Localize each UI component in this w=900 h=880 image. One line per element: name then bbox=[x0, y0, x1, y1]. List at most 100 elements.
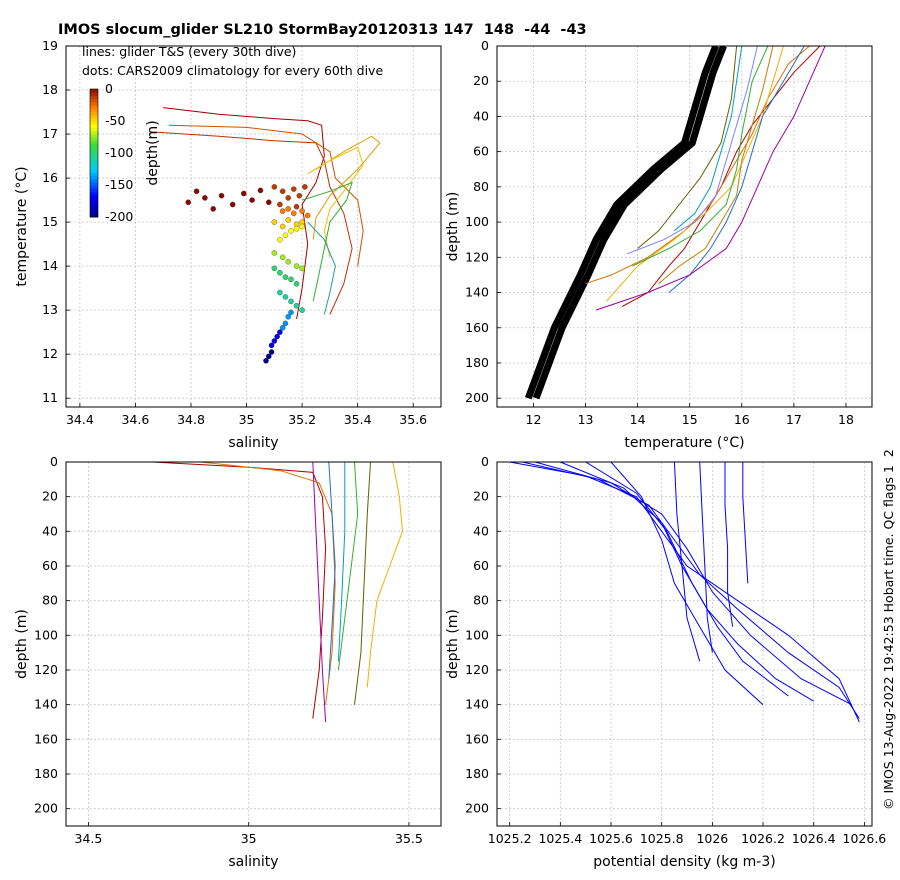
y-axis-label: depth (m) bbox=[445, 609, 461, 679]
temperature-profile bbox=[668, 46, 805, 293]
y-tick-label: 180 bbox=[34, 766, 58, 781]
colorbar-segment bbox=[90, 159, 98, 164]
colorbar-segment bbox=[90, 191, 98, 196]
colorbar-segment bbox=[90, 121, 98, 125]
y-tick-label: 17 bbox=[42, 126, 58, 141]
colorbar-tick-label: 0 bbox=[105, 81, 113, 96]
climatology-dot bbox=[293, 203, 300, 210]
climatology-dot bbox=[271, 265, 278, 272]
panel-4: 1025.2 1025.4 1025.6 1025.8 1026 1026.2 1026.4… bbox=[445, 454, 886, 870]
y-axis-label: temperature (°C) bbox=[14, 166, 30, 286]
plot-area bbox=[152, 462, 404, 723]
panel-1: 34.4 34.6 34.8 35 35.2 35.4 35.6 11 12 13 14 15 16 17… bbox=[14, 38, 442, 451]
x-tick-label: 1025.6 bbox=[589, 831, 633, 846]
colorbar-segment bbox=[90, 133, 98, 138]
colorbar-segment bbox=[90, 175, 98, 180]
y-tick-label: 180 bbox=[465, 355, 489, 370]
climatology-dot bbox=[277, 236, 283, 243]
y-tick-label: 20 bbox=[473, 73, 489, 88]
x-tick-label: 1026 bbox=[696, 831, 728, 846]
climatology-dot bbox=[291, 210, 297, 217]
climatology-dot bbox=[279, 188, 286, 195]
salinity-profile bbox=[328, 462, 336, 679]
colorbar-segment bbox=[90, 181, 98, 186]
plot-area bbox=[525, 46, 826, 400]
climatology-dot bbox=[302, 184, 308, 190]
climatology-dot bbox=[279, 254, 286, 261]
y-tick-label: 140 bbox=[465, 697, 489, 712]
climatology-dot bbox=[288, 276, 294, 283]
colorbar-segment bbox=[90, 204, 98, 208]
climatology-dot bbox=[299, 265, 305, 272]
climatology-dot bbox=[271, 219, 278, 225]
climatology-dot bbox=[279, 223, 286, 230]
colorbar-tick-label: -50 bbox=[105, 113, 125, 128]
climatology-dot bbox=[268, 349, 275, 355]
climatology-dot bbox=[282, 274, 289, 280]
climatology-dot bbox=[268, 342, 275, 349]
colorbar-segment bbox=[90, 101, 98, 106]
y-tick-label: 160 bbox=[34, 731, 58, 746]
temperature-profile bbox=[637, 46, 738, 249]
colorbar-segment bbox=[90, 207, 98, 212]
climatology-dot bbox=[271, 338, 278, 344]
colorbar-segment bbox=[90, 130, 98, 135]
climatology-dot bbox=[293, 302, 300, 309]
y-tick-label: 14 bbox=[42, 258, 58, 273]
climatology-dot bbox=[263, 358, 269, 364]
climatology-dot bbox=[271, 184, 278, 190]
y-tick-label: 20 bbox=[473, 489, 489, 504]
colorbar-segment bbox=[90, 162, 98, 167]
density-profile bbox=[699, 462, 713, 653]
colorbar-segment bbox=[90, 143, 98, 148]
x-tick-label: 34.6 bbox=[122, 412, 150, 427]
axes-frame bbox=[65, 461, 442, 827]
x-tick-label: 12 bbox=[526, 412, 542, 427]
y-tick-label: 80 bbox=[473, 593, 489, 608]
y-tick-label: 140 bbox=[34, 697, 58, 712]
colorbar-frame bbox=[89, 88, 99, 218]
colorbar-tick-label: -100 bbox=[105, 145, 133, 160]
colorbar-segment bbox=[90, 156, 98, 160]
density-profile bbox=[742, 462, 749, 584]
colorbar-segment bbox=[90, 124, 98, 128]
colorbar-tick-label: -150 bbox=[105, 177, 133, 192]
colorbar-segment bbox=[90, 169, 98, 173]
y-tick-label: 12 bbox=[42, 346, 58, 361]
temperature-profile bbox=[673, 46, 743, 232]
climatology-dot bbox=[202, 195, 208, 201]
glider-ts-line bbox=[307, 221, 336, 315]
climatology-dot bbox=[279, 208, 286, 214]
colorbar-segment bbox=[90, 185, 98, 189]
climatology-dot bbox=[285, 206, 291, 212]
x-axis-label: potential density (kg m-3) bbox=[593, 854, 775, 870]
y-tick-label: 16 bbox=[42, 170, 58, 185]
x-tick-label: 17 bbox=[786, 412, 802, 427]
colorbar-segment bbox=[90, 210, 98, 215]
colorbar-segment bbox=[90, 89, 98, 93]
climatology-dot bbox=[285, 217, 291, 223]
climatology-dot bbox=[293, 225, 300, 232]
annotation-dots: dots: CARS2009 climatology for every 60t… bbox=[82, 63, 383, 78]
x-tick-label: 35.6 bbox=[399, 412, 427, 427]
x-tick-label: 1026.6 bbox=[843, 831, 887, 846]
y-tick-label: 20 bbox=[42, 489, 58, 504]
y-tick-label: 120 bbox=[465, 662, 489, 677]
glider-ts-line bbox=[312, 135, 381, 240]
x-tick-label: 18 bbox=[838, 412, 854, 427]
x-tick-label: 1025.4 bbox=[538, 831, 582, 846]
climatology-dot bbox=[288, 228, 294, 234]
climatology-dot bbox=[277, 329, 283, 335]
y-tick-label: 18 bbox=[42, 82, 58, 97]
density-profile bbox=[724, 462, 734, 627]
climatology-dot bbox=[282, 320, 289, 327]
y-tick-label: 13 bbox=[42, 302, 58, 317]
salinity-profile bbox=[337, 462, 359, 671]
temperature-profile bbox=[595, 46, 826, 311]
climatology-dot bbox=[285, 313, 291, 320]
climatology-dot bbox=[193, 188, 200, 195]
climatology-dot bbox=[282, 294, 289, 300]
climatology-dot bbox=[185, 199, 191, 206]
x-tick-label: 34.5 bbox=[75, 831, 103, 846]
